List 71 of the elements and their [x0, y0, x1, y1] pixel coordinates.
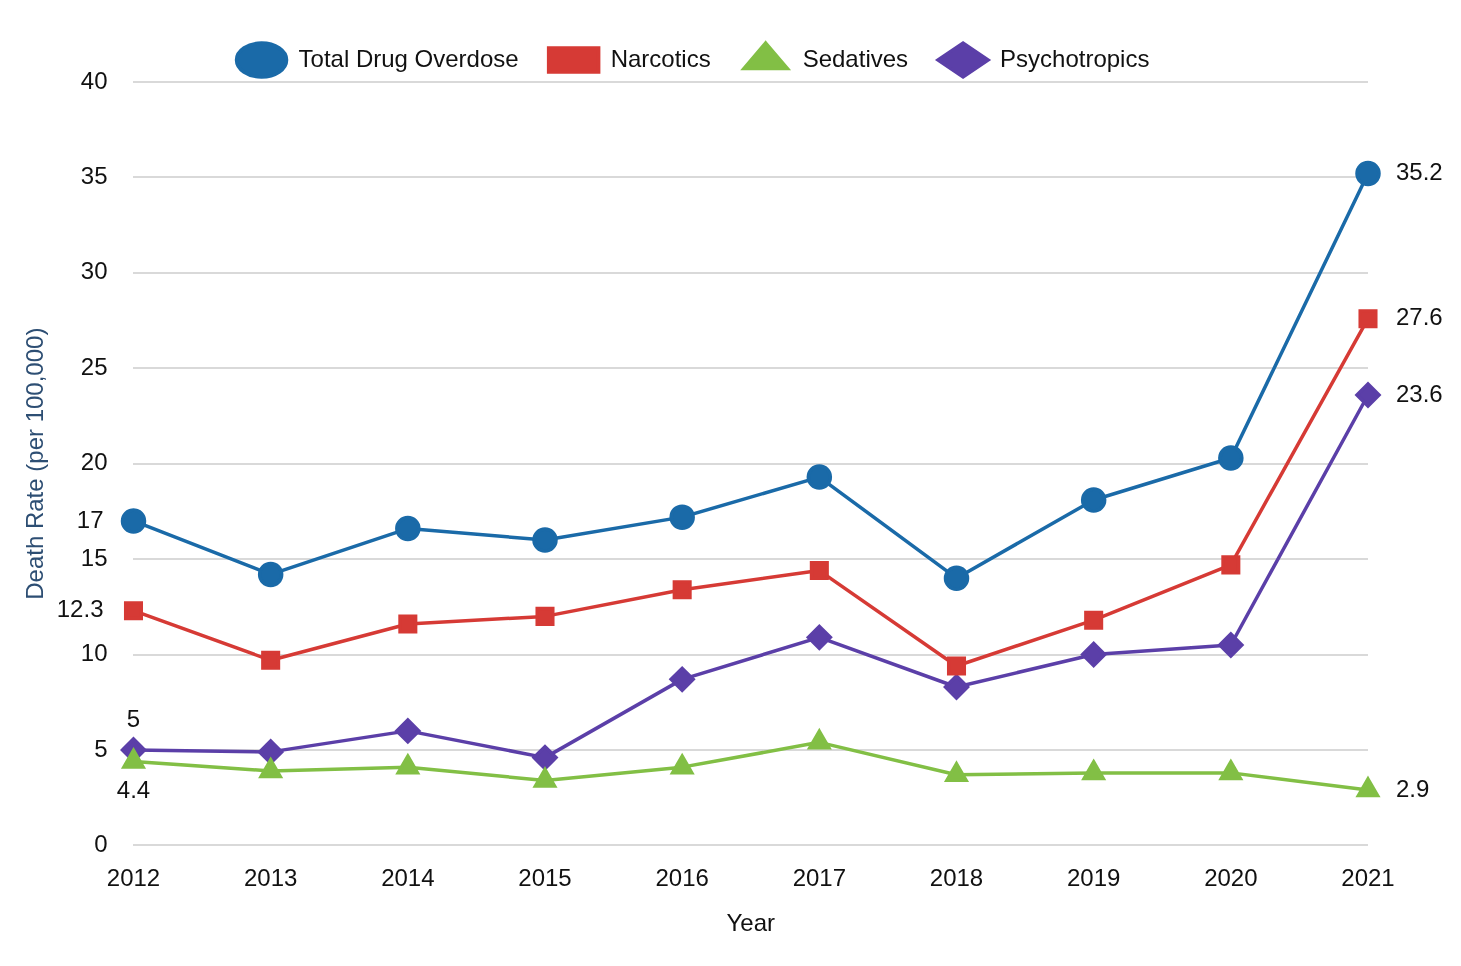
point [1219, 760, 1243, 781]
point [257, 561, 284, 588]
point [396, 754, 420, 775]
legend-label: Total Drug Overdose [298, 44, 519, 72]
x-tick-label: 2012 [106, 864, 161, 892]
y-tick-label: 25 [80, 352, 108, 380]
point [945, 762, 968, 783]
point [535, 606, 555, 626]
point [122, 748, 145, 769]
legend-label: Psychotropics [1000, 44, 1150, 72]
point [669, 504, 695, 530]
legend-label: Sedatives [802, 44, 909, 72]
point [672, 580, 692, 600]
point [1080, 641, 1107, 668]
legend-label: Narcotics [610, 44, 711, 72]
x-tick-label: 2020 [1204, 864, 1258, 892]
point [1218, 632, 1244, 658]
y-tick-label: 40 [80, 66, 108, 94]
x-tick-label: 2019 [1066, 864, 1121, 892]
data-label: 23.6 [1396, 379, 1443, 407]
point [1355, 160, 1381, 187]
point [943, 674, 970, 700]
point [1218, 445, 1244, 471]
point [1084, 610, 1104, 630]
point [261, 650, 281, 670]
data-label: 27.6 [1396, 303, 1443, 331]
y-tick-label: 0 [94, 830, 108, 858]
point [670, 754, 694, 775]
x-tick-label: 2016 [655, 864, 709, 892]
point [120, 508, 147, 534]
point [806, 624, 833, 651]
point [395, 718, 421, 744]
point [1080, 487, 1107, 513]
data-label: 35.2 [1396, 158, 1443, 186]
point [532, 527, 558, 553]
point [123, 601, 144, 621]
y-axis-title: Death Rate (per 100,000) [21, 327, 49, 600]
data-label: 12.3 [56, 595, 104, 623]
data-label: 2.9 [1396, 774, 1430, 802]
point [1356, 777, 1380, 798]
point [669, 666, 695, 693]
x-tick-label: 2017 [792, 864, 847, 892]
y-tick-label: 15 [80, 543, 108, 571]
y-tick-label: 35 [80, 162, 108, 190]
x-tick-label: 2015 [518, 864, 572, 892]
point [1358, 309, 1378, 329]
x-tick-label: 2014 [381, 864, 435, 892]
y-tick-label: 10 [80, 639, 108, 667]
point [532, 744, 558, 771]
point [395, 515, 421, 542]
y-tick-label: 30 [80, 257, 108, 285]
x-axis-title: Year [726, 909, 775, 937]
point [533, 767, 557, 788]
point [1221, 555, 1241, 575]
point [946, 656, 967, 676]
x-tick-label: 2013 [243, 864, 298, 892]
point [1082, 760, 1105, 781]
point [398, 614, 418, 634]
x-tick-label: 2021 [1341, 864, 1395, 892]
y-tick-label: 20 [80, 448, 108, 476]
point [257, 739, 284, 765]
point [943, 565, 970, 591]
data-label: 17 [76, 505, 104, 533]
point [806, 464, 833, 490]
point [259, 758, 282, 779]
data-label: 5 [126, 704, 141, 732]
point [809, 561, 829, 581]
y-tick-label: 5 [94, 734, 108, 762]
x-tick-label: 2018 [929, 864, 984, 892]
point [1355, 382, 1381, 408]
data-label: 4.4 [116, 776, 151, 804]
